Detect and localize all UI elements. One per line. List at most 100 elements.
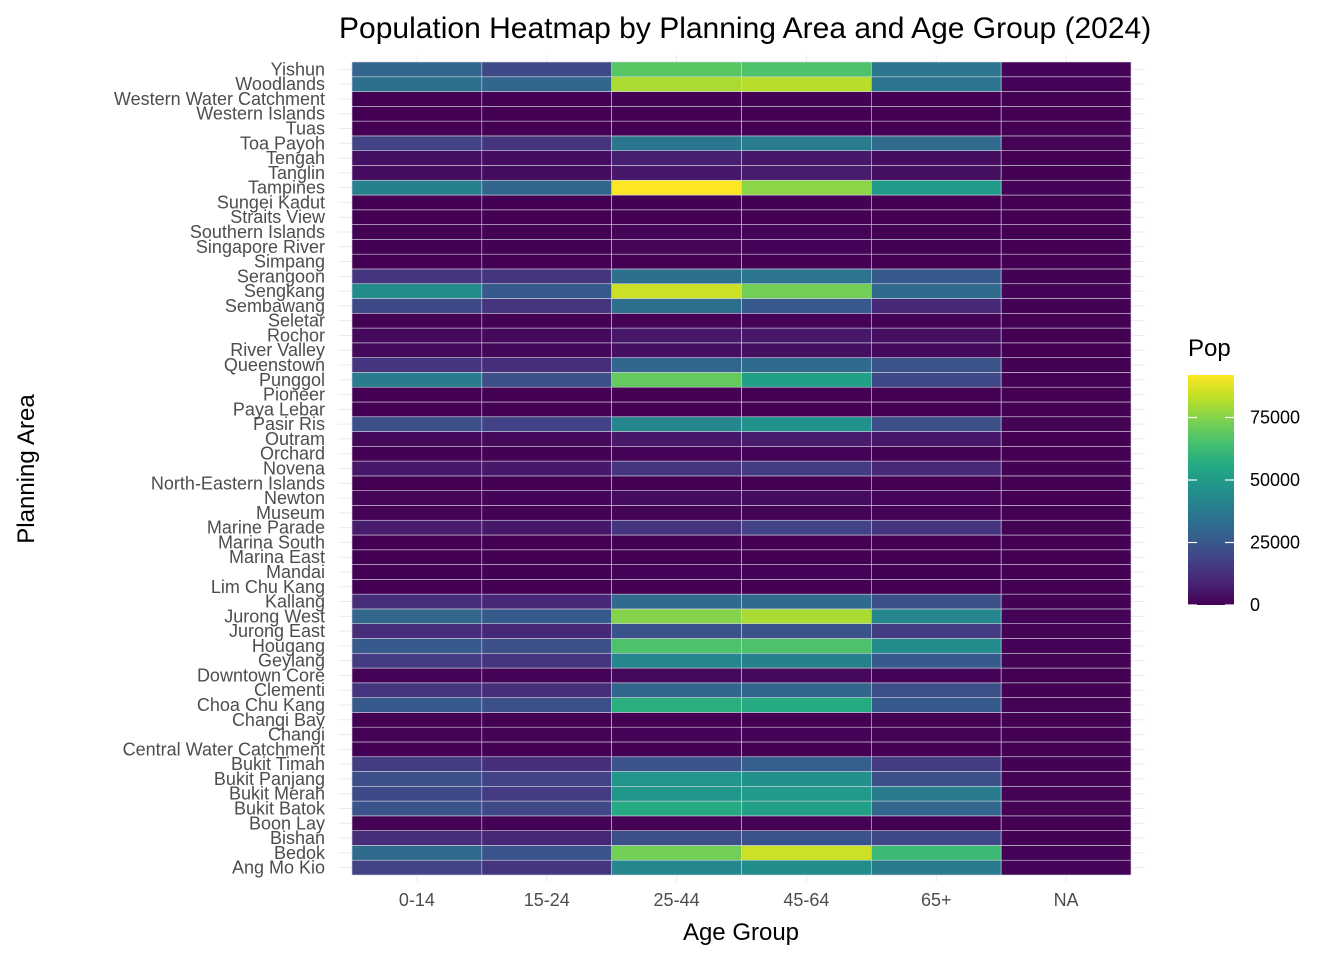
heatmap-cell bbox=[741, 76, 872, 92]
heatmap-cell bbox=[481, 106, 612, 122]
y-tick-label: Changi bbox=[268, 725, 325, 745]
heatmap-cell bbox=[481, 593, 612, 610]
heatmap-cell bbox=[611, 194, 742, 211]
heatmap-cell bbox=[351, 800, 483, 817]
heatmap-cell bbox=[611, 91, 742, 107]
heatmap-cell bbox=[351, 608, 483, 625]
heatmap-cell bbox=[1000, 416, 1132, 432]
heatmap-cell bbox=[1000, 771, 1132, 787]
heatmap-cell bbox=[871, 579, 1002, 595]
heatmap-cell bbox=[741, 224, 872, 240]
heatmap-cell bbox=[871, 786, 1002, 802]
heatmap-cell bbox=[871, 623, 1002, 639]
heatmap-cell bbox=[351, 815, 483, 831]
heatmap-cell bbox=[741, 623, 872, 639]
heatmap-cell bbox=[741, 268, 872, 285]
heatmap-cell bbox=[1000, 372, 1132, 388]
heatmap-cell bbox=[871, 682, 1002, 698]
heatmap-cell bbox=[481, 401, 612, 418]
heatmap-cell bbox=[481, 667, 612, 684]
heatmap-cell bbox=[481, 638, 612, 654]
heatmap-cell bbox=[351, 712, 483, 728]
heatmap-cell bbox=[871, 357, 1002, 373]
heatmap-cell bbox=[741, 446, 872, 462]
color-legend: Pop 0 25000 50000 75000 bbox=[1188, 335, 1300, 615]
y-tick-label: Seletar bbox=[268, 311, 325, 331]
x-tick-label: 15-24 bbox=[524, 890, 570, 910]
heatmap-cell bbox=[741, 312, 872, 329]
heatmap-cell bbox=[741, 859, 872, 876]
heatmap-cell bbox=[481, 726, 612, 743]
heatmap-cell bbox=[1000, 179, 1132, 196]
heatmap-cell bbox=[351, 697, 483, 713]
heatmap-cell bbox=[1000, 505, 1132, 521]
y-tick-label: Western Water Catchment bbox=[114, 89, 325, 109]
heatmap-cell bbox=[351, 179, 483, 196]
y-tick-label: Paya Lebar bbox=[233, 399, 325, 419]
heatmap-cell bbox=[871, 712, 1002, 728]
heatmap-cell bbox=[741, 741, 872, 758]
heatmap-cell bbox=[741, 549, 872, 565]
heatmap-cell bbox=[871, 224, 1002, 240]
legend-tick-label: 75000 bbox=[1250, 408, 1300, 428]
heatmap-cell bbox=[871, 859, 1002, 876]
y-tick-label: Rochor bbox=[267, 325, 325, 345]
heatmap-cell bbox=[351, 312, 483, 329]
heatmap-cell bbox=[871, 372, 1002, 388]
heatmap-cell bbox=[741, 91, 872, 107]
heatmap-cell bbox=[481, 253, 612, 270]
heatmap-cell bbox=[351, 298, 483, 314]
heatmap-cell bbox=[611, 726, 742, 743]
y-tick-label: Lim Chu Kang bbox=[211, 577, 325, 597]
heatmap-cell bbox=[351, 756, 483, 772]
heatmap-cell bbox=[481, 712, 612, 728]
heatmap-cell bbox=[741, 327, 872, 344]
legend-title: Pop bbox=[1188, 335, 1231, 362]
heatmap-cell bbox=[1000, 593, 1132, 610]
heatmap-cell bbox=[1000, 638, 1132, 654]
y-tick-label: Simpang bbox=[254, 252, 325, 272]
heatmap-cell bbox=[1000, 579, 1132, 595]
heatmap-cell bbox=[611, 283, 742, 299]
heatmap-cell bbox=[871, 741, 1002, 758]
heatmap-cell bbox=[871, 416, 1002, 432]
heatmap-cell bbox=[871, 460, 1002, 477]
heatmap-cell bbox=[351, 490, 483, 506]
y-tick-label: Ang Mo Kio bbox=[232, 858, 325, 878]
heatmap-cell bbox=[611, 771, 742, 787]
heatmap-cell bbox=[611, 416, 742, 432]
heatmap-cell bbox=[871, 327, 1002, 344]
heatmap-cell bbox=[481, 165, 612, 181]
y-tick-label: Tengah bbox=[266, 148, 325, 168]
y-tick-label: Central Water Catchment bbox=[123, 739, 325, 759]
heatmap-cell bbox=[871, 194, 1002, 211]
heatmap-cell bbox=[1000, 859, 1132, 876]
heatmap-cell bbox=[351, 150, 483, 166]
heatmap-cell bbox=[1000, 431, 1132, 447]
heatmap-cell bbox=[481, 135, 612, 151]
heatmap-cell bbox=[1000, 91, 1132, 107]
heatmap-cell bbox=[611, 549, 742, 565]
heatmap-cell bbox=[871, 756, 1002, 772]
heatmap-cell bbox=[611, 446, 742, 462]
heatmap-cell bbox=[481, 446, 612, 462]
heatmap-cell bbox=[351, 224, 483, 240]
heatmap-cell bbox=[871, 342, 1002, 358]
heatmap-cell bbox=[481, 460, 612, 477]
heatmap-cell bbox=[351, 209, 483, 225]
heatmap-cell bbox=[871, 179, 1002, 196]
heatmap-cell bbox=[611, 209, 742, 225]
heatmap-cell bbox=[741, 519, 872, 536]
heatmap-cell bbox=[1000, 534, 1132, 551]
heatmap-cell bbox=[481, 490, 612, 506]
heatmap-cell bbox=[611, 505, 742, 521]
heatmap-cell bbox=[871, 253, 1002, 270]
y-tick-label: Western Islands bbox=[196, 104, 325, 124]
heatmap-cell bbox=[611, 372, 742, 388]
heatmap-cell bbox=[481, 830, 612, 846]
heatmap-cell bbox=[611, 460, 742, 477]
heatmap-cell bbox=[871, 830, 1002, 846]
heatmap-cell bbox=[481, 741, 612, 758]
heatmap-cell bbox=[481, 224, 612, 240]
